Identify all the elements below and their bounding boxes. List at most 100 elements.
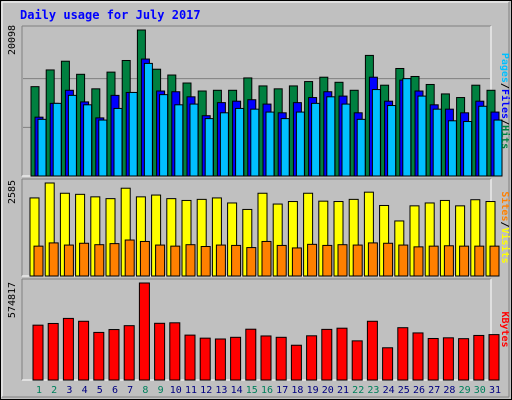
x-tick-label-day-29: 29 [459, 385, 471, 396]
bar-pages-day-27 [432, 108, 442, 177]
legend-entry: / [499, 83, 510, 89]
series-sites [33, 239, 500, 277]
bar-pages-day-28 [447, 120, 457, 177]
bar-sites-day-10 [170, 245, 181, 277]
bar-kbytes-day-9 [154, 322, 166, 381]
series-pages [37, 62, 503, 177]
x-tick-label-day-26: 26 [413, 385, 425, 396]
x-tick-label-day-16: 16 [261, 385, 273, 396]
bar-pages-day-14 [235, 107, 245, 177]
bar-kbytes-day-8 [138, 282, 150, 381]
x-tick-label-day-31: 31 [489, 385, 501, 396]
x-tick-label-day-4: 4 [82, 385, 88, 396]
x-axis-day-labels: 1 2 3 4 5 6 7 8 9 10 11 12 13 14 15 16 17 18 19 20 21 22 23 24 2… [36, 385, 501, 396]
x-tick-label-day-10: 10 [170, 385, 182, 396]
bar-pages-day-5 [98, 119, 108, 177]
legend-entry: Sites [499, 191, 511, 221]
bar-kbytes-day-3 [62, 317, 74, 381]
x-tick-label-day-19: 19 [307, 385, 319, 396]
legend-entry: Visits [499, 228, 511, 264]
bar-sites-day-9 [155, 244, 166, 277]
bar-sites-day-15 [246, 247, 257, 277]
bar-kbytes-day-5 [93, 331, 105, 381]
bar-sites-day-2 [48, 242, 59, 277]
panel-kbytes: 574817 KBytes [7, 278, 510, 381]
bar-sites-day-19 [307, 243, 318, 277]
bar-sites-day-1 [33, 245, 44, 277]
bar-pages-day-12 [204, 118, 214, 177]
bar-kbytes-day-30 [473, 334, 485, 381]
bar-sites-day-14 [231, 244, 242, 277]
bar-sites-day-16 [261, 240, 272, 277]
bar-kbytes-day-28 [442, 337, 454, 381]
bar-pages-day-6 [113, 107, 123, 177]
legend-entry: Hits [499, 125, 511, 149]
bar-pages-day-8 [143, 62, 153, 177]
bar-pages-day-18 [295, 111, 305, 177]
legend-entry: Files [499, 89, 511, 119]
x-tick-label-day-11: 11 [185, 385, 197, 396]
legend-kbytes: KBytes [499, 311, 510, 347]
bar-kbytes-day-12 [199, 337, 211, 381]
bar-sites-day-30 [474, 245, 485, 277]
bar-pages-day-16 [265, 111, 275, 177]
x-tick-label-day-28: 28 [443, 385, 455, 396]
bar-kbytes-day-15 [245, 328, 257, 381]
x-tick-label-day-30: 30 [474, 385, 486, 396]
bar-kbytes-day-7 [123, 325, 135, 381]
bar-pages-day-4 [83, 104, 93, 177]
x-tick-label-day-2: 2 [51, 385, 57, 396]
y-max-label-kbytes: 574817 [7, 282, 18, 318]
x-tick-label-day-17: 17 [276, 385, 288, 396]
bar-sites-day-12 [200, 245, 211, 277]
x-tick-label-day-21: 21 [337, 385, 349, 396]
bar-kbytes-day-27 [427, 337, 439, 381]
bar-sites-day-25 [398, 244, 409, 277]
x-tick-label-day-3: 3 [66, 385, 72, 396]
bar-kbytes-day-18 [290, 344, 302, 381]
bar-pages-day-19 [311, 102, 321, 177]
x-tick-label-day-12: 12 [200, 385, 212, 396]
y-max-label-hits-files-pages: 20098 [7, 25, 18, 55]
bar-sites-day-24 [383, 242, 394, 277]
bar-pages-day-20 [326, 96, 336, 177]
x-tick-label-day-7: 7 [127, 385, 133, 396]
chart-title: Daily usage for July 2017 [20, 8, 201, 22]
y-max-label-visits-sites: 2585 [7, 180, 18, 204]
legend-hits-files-pages: Pages/Files/Hits [499, 53, 511, 149]
bar-kbytes-day-10 [169, 322, 181, 381]
bar-pages-day-1 [37, 118, 47, 177]
bar-kbytes-day-16 [260, 335, 272, 381]
bar-sites-day-27 [428, 245, 439, 277]
bar-pages-day-3 [67, 94, 77, 177]
bar-pages-day-21 [341, 103, 351, 177]
bar-sites-day-8 [139, 240, 150, 277]
bar-kbytes-day-14 [230, 336, 242, 381]
x-tick-label-day-20: 20 [322, 385, 334, 396]
legend-entry: KBytes [499, 311, 510, 347]
bar-pages-day-15 [250, 108, 260, 177]
bar-sites-day-18 [291, 247, 302, 277]
x-tick-label-day-22: 22 [352, 385, 364, 396]
x-tick-label-day-1: 1 [36, 385, 42, 396]
x-tick-label-day-13: 13 [215, 385, 227, 396]
x-tick-label-day-6: 6 [112, 385, 118, 396]
bar-kbytes-day-29 [458, 338, 470, 381]
x-tick-label-day-15: 15 [246, 385, 258, 396]
bar-sites-day-20 [322, 244, 333, 277]
bar-pages-day-30 [478, 105, 488, 177]
bar-sites-day-29 [459, 245, 470, 277]
bar-pages-day-17 [280, 118, 290, 177]
bar-pages-day-13 [219, 112, 229, 177]
bar-sites-day-26 [413, 246, 424, 277]
x-tick-label-day-9: 9 [158, 385, 164, 396]
x-tick-label-day-14: 14 [231, 385, 243, 396]
bar-sites-day-21 [337, 244, 348, 277]
x-tick-label-day-24: 24 [383, 385, 395, 396]
bar-kbytes-day-21 [336, 327, 348, 381]
series-kbytes [32, 282, 500, 381]
